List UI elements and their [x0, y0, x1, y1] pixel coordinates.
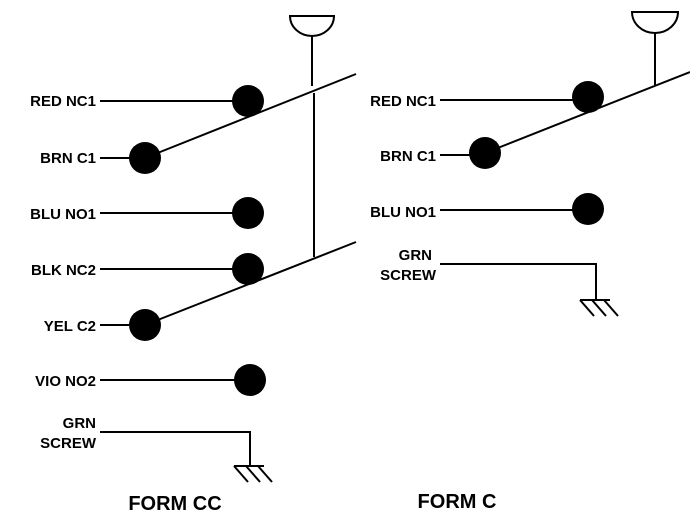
form-cc-label-vio-no2: VIO NO2 [35, 373, 96, 390]
form-c-label-brn-c1: BRN C1 [380, 148, 436, 165]
form-c-diagram: RED NC1 BRN C1 BLU NO1 GRN SCREW FORM C [370, 11, 690, 513]
form-cc-contact-nc2 [232, 253, 264, 285]
form-cc-diagram: RED NC1 BRN C1 BLU NO1 BLK NC2 YEL C2 VI… [30, 15, 357, 515]
form-c-switch-arm [484, 71, 690, 154]
form-cc-label-blk-nc2: BLK NC2 [31, 262, 96, 279]
form-cc-label-grn: GRN [63, 415, 96, 432]
form-cc-label-red-nc1: RED NC1 [30, 93, 96, 110]
form-c-label-screw: SCREW [380, 267, 437, 284]
form-cc-contact-no2 [234, 364, 266, 396]
form-c-title: FORM C [418, 491, 497, 513]
form-cc-wire-ground [100, 431, 251, 466]
form-c-label-grn: GRN [399, 247, 432, 264]
form-c-label-red-nc1: RED NC1 [370, 93, 436, 110]
form-c-ground-icon [579, 299, 619, 317]
form-c-contact-no1 [572, 193, 604, 225]
form-cc-contact-nc1 [232, 85, 264, 117]
form-cc-ground-icon [233, 465, 273, 483]
form-c-actuator-icon [630, 11, 680, 34]
form-cc-label-brn-c1: BRN C1 [40, 150, 96, 167]
form-c-label-blu-no1: BLU NO1 [370, 204, 436, 221]
form-cc-label-screw: SCREW [40, 435, 97, 452]
form-cc-label-yel-c2: YEL C2 [44, 318, 96, 335]
form-cc-title: FORM CC [128, 493, 221, 515]
form-cc-switch-arm-2 [144, 241, 357, 326]
form-cc-actuator-icon [288, 15, 336, 37]
form-c-wire-ground [440, 263, 597, 300]
form-cc-switch-arm-1 [144, 73, 357, 159]
form-cc-contact-no1 [232, 197, 264, 229]
form-c-contact-nc1 [572, 81, 604, 113]
form-cc-label-blu-no1: BLU NO1 [30, 206, 96, 223]
